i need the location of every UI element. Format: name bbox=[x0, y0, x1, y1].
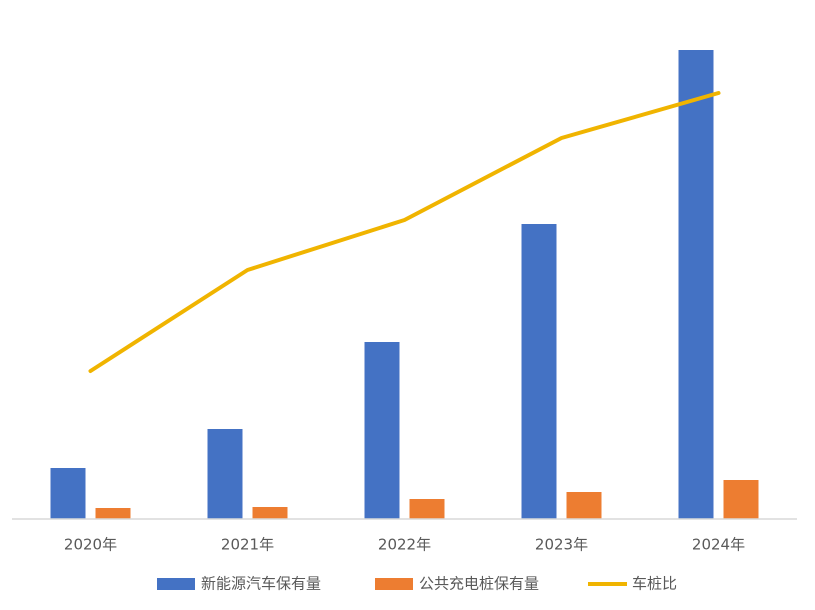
bar bbox=[521, 224, 557, 519]
bar bbox=[252, 507, 288, 519]
legend-swatch bbox=[157, 578, 195, 590]
legend-label: 新能源汽车保有量 bbox=[201, 575, 321, 593]
bar bbox=[409, 499, 445, 519]
legend-label: 公共充电桩保有量 bbox=[419, 575, 539, 593]
bar bbox=[566, 492, 602, 519]
x-tick-label: 2023年 bbox=[535, 536, 588, 554]
x-tick-label: 2021年 bbox=[221, 536, 274, 554]
line bbox=[88, 91, 721, 373]
bar bbox=[95, 508, 131, 519]
legend-label: 车桩比 bbox=[632, 575, 677, 593]
x-tick-label: 2024年 bbox=[692, 536, 745, 554]
bar bbox=[364, 342, 400, 519]
bar bbox=[723, 480, 759, 519]
x-tick-label: 2020年 bbox=[64, 536, 117, 554]
x-tick-label: 2022年 bbox=[378, 536, 431, 554]
legend-swatch bbox=[375, 578, 413, 590]
bar bbox=[50, 468, 86, 519]
bar bbox=[678, 50, 714, 519]
bar bbox=[207, 429, 243, 519]
